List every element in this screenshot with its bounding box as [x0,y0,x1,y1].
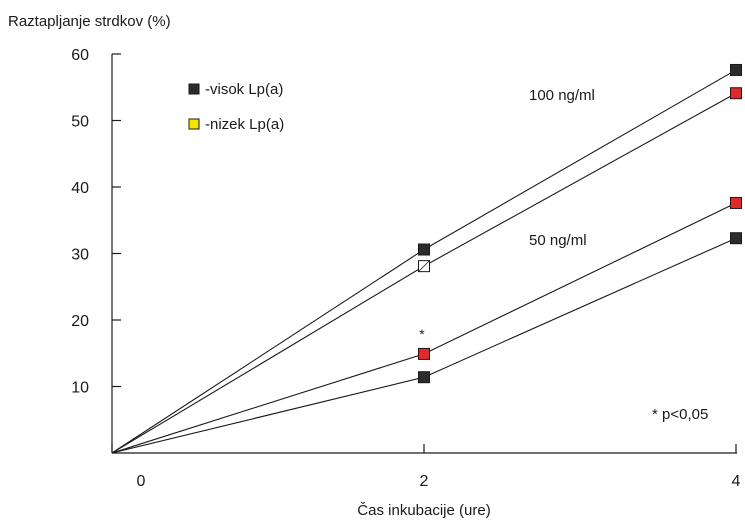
legend-label-nizek: -nizek Lp(a) [205,116,284,133]
data-point-s3-2 [730,232,742,245]
y-tick-label-5: 60 [71,47,89,64]
data-point-s2-1 [418,347,430,360]
group-label-50: 50 ng/ml [529,232,587,249]
legend-swatch-nizek [188,118,200,130]
group-label-100: 100 ng/ml [529,87,595,104]
data-point-s1-1 [418,260,430,273]
data-point-s0-1 [418,243,430,256]
data-point-s2-2 [730,196,742,209]
y-tick-label-0: 10 [71,380,89,397]
y-tick-label-1: 20 [71,313,89,330]
x-tick-label-2: 4 [732,473,741,490]
legend-label-visok: -visok Lp(a) [205,81,283,98]
series-line-1 [111,92,737,454]
significance-star: * [419,326,425,342]
y-tick-label-3: 40 [71,180,89,197]
x-axis-label: Čas inkubacije (ure) [357,502,490,519]
data-point-s1-2 [730,87,742,100]
legend-swatch-visok [188,83,200,95]
y-tick-label-2: 30 [71,247,89,264]
x-tick-label-1: 2 [420,473,429,490]
significance-note: * p<0,05 [652,406,708,423]
data-point-s0-2 [730,63,742,76]
y-tick-label-4: 50 [71,114,89,131]
data-point-s3-1 [418,371,430,384]
y-axis-label: Raztapljanje strdkov (%) [8,13,171,30]
x-origin-label: 0 [137,473,146,490]
legend: -visok Lp(a) -nizek Lp(a) [188,81,284,133]
